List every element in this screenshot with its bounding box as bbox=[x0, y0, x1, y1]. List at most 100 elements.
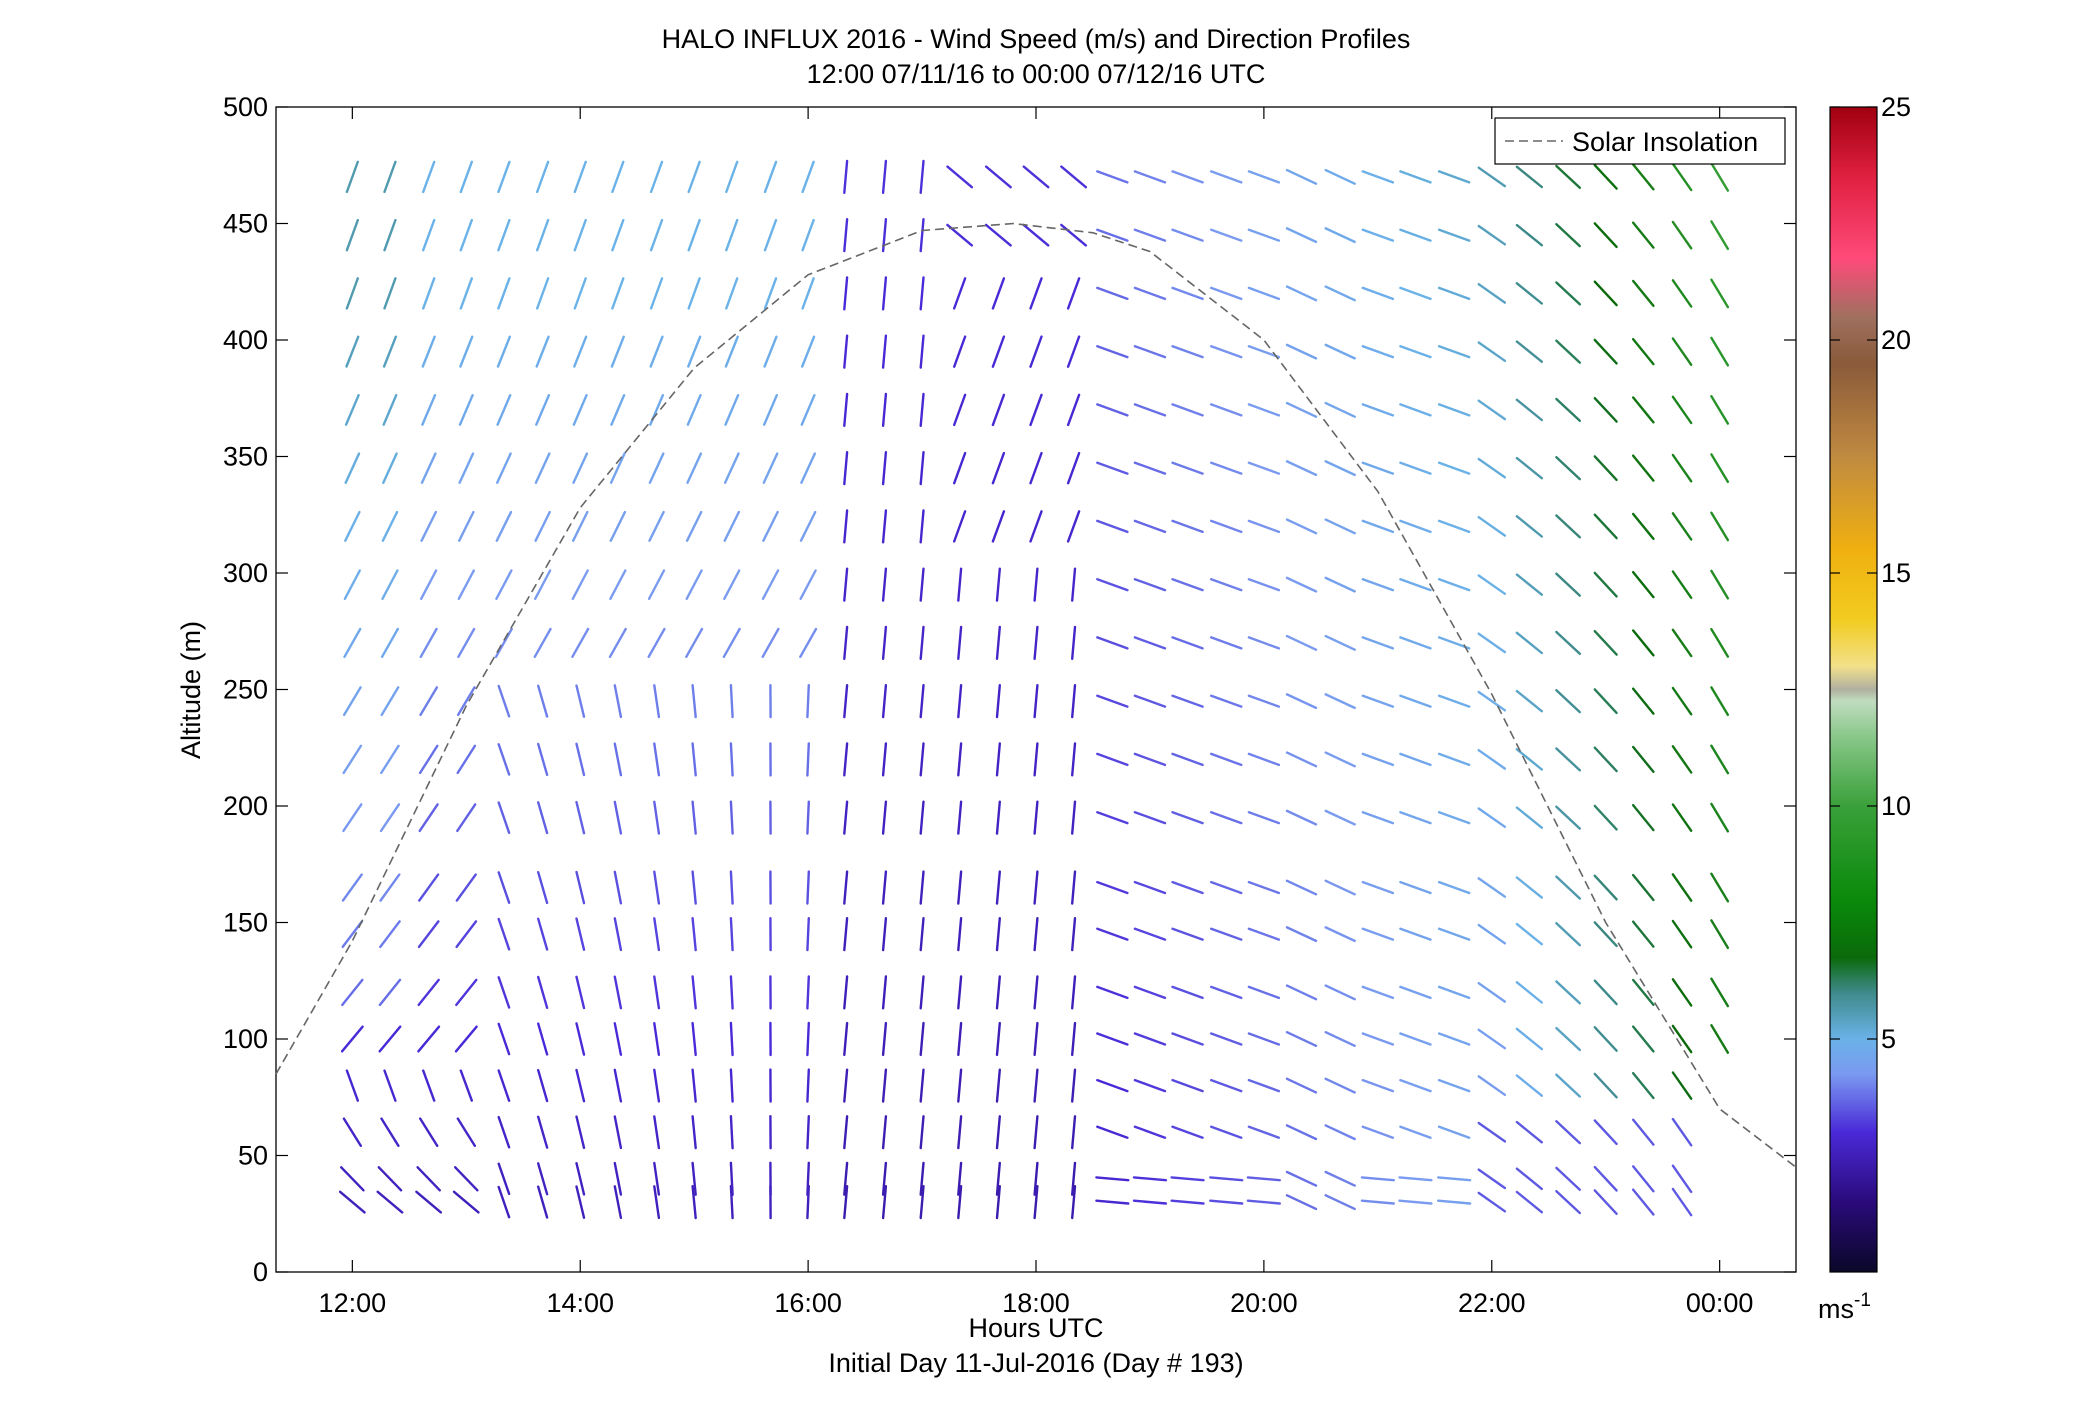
wind-arrow bbox=[653, 684, 661, 719]
wind-arrow bbox=[1066, 451, 1081, 485]
wind-arrow bbox=[575, 1022, 586, 1056]
wind-arrow bbox=[1477, 224, 1507, 246]
wind-arrow bbox=[763, 394, 778, 426]
wind-arrow bbox=[1437, 403, 1471, 417]
wind-arrow bbox=[843, 392, 849, 427]
wind-arrow bbox=[344, 510, 361, 542]
wind-arrow bbox=[919, 800, 925, 835]
wind-arrow bbox=[1437, 286, 1471, 301]
wind-arrow bbox=[1593, 163, 1618, 190]
wind-arrow bbox=[1710, 919, 1730, 950]
wind-arrow bbox=[1096, 1078, 1129, 1093]
wind-arrow bbox=[1133, 1032, 1167, 1046]
wind-arrow bbox=[536, 277, 550, 310]
wind-arrow bbox=[729, 975, 734, 1010]
wind-arrow bbox=[342, 744, 363, 775]
wind-arrow bbox=[1171, 578, 1204, 592]
wind-arrow bbox=[1029, 277, 1043, 310]
wind-arrow bbox=[1324, 984, 1356, 1001]
wind-arrow bbox=[575, 1068, 586, 1103]
wind-arrow bbox=[1247, 636, 1281, 650]
wind-arrow bbox=[497, 917, 511, 951]
wind-arrow bbox=[345, 160, 359, 194]
wind-arrow bbox=[1593, 513, 1618, 540]
wind-arrow bbox=[1096, 1032, 1129, 1046]
wind-arrow bbox=[497, 1115, 511, 1149]
wind-arrow bbox=[419, 1117, 439, 1148]
wind-arrow bbox=[575, 917, 586, 951]
wind-arrow bbox=[342, 803, 363, 833]
wind-arrow bbox=[376, 1190, 404, 1214]
wind-arrow bbox=[1070, 975, 1077, 1010]
wind-arrow bbox=[881, 870, 888, 905]
wind-arrow bbox=[382, 394, 398, 426]
wind-arrow bbox=[1133, 1078, 1167, 1093]
y-tick-label: 250 bbox=[223, 675, 268, 705]
wind-arrow bbox=[1070, 684, 1077, 719]
wind-arrow bbox=[379, 920, 401, 949]
wind-arrow bbox=[1477, 982, 1507, 1003]
wind-arrow bbox=[459, 1069, 473, 1102]
wind-arrow bbox=[383, 160, 397, 194]
wind-arrow bbox=[691, 870, 697, 905]
wind-arrow bbox=[455, 873, 477, 902]
wind-arrow bbox=[1033, 917, 1039, 952]
wind-arrow bbox=[1631, 1118, 1655, 1146]
y-tick-label: 200 bbox=[223, 791, 268, 821]
wind-arrow bbox=[1133, 286, 1167, 301]
wind-arrow bbox=[497, 1185, 511, 1219]
wind-arrow bbox=[420, 510, 437, 542]
wind-arrow bbox=[648, 510, 665, 542]
wind-arrow bbox=[457, 569, 475, 600]
wind-arrow bbox=[729, 1184, 734, 1220]
wind-arrow bbox=[1133, 636, 1167, 650]
wind-arrow bbox=[613, 684, 623, 719]
wind-arrow bbox=[957, 684, 963, 719]
wind-arrow bbox=[1246, 1176, 1282, 1182]
wind-arrow bbox=[1070, 1161, 1077, 1196]
wind-arrow bbox=[1515, 806, 1544, 829]
wind-arrow bbox=[1631, 978, 1655, 1006]
wind-arrow bbox=[1133, 752, 1167, 767]
wind-arrow bbox=[1029, 335, 1043, 368]
wind-arrow bbox=[648, 452, 665, 484]
wind-arrow bbox=[497, 801, 511, 834]
wind-arrow bbox=[653, 1115, 661, 1150]
wind-arrow bbox=[1171, 461, 1204, 475]
wind-arrow bbox=[1555, 1073, 1582, 1098]
wind-arrow bbox=[1133, 519, 1167, 534]
wind-arrow bbox=[687, 335, 702, 368]
wind-arrow bbox=[1399, 461, 1432, 475]
wind-arrow bbox=[995, 1115, 1001, 1150]
wind-arrow bbox=[1710, 977, 1730, 1008]
wind-arrow bbox=[1247, 927, 1281, 941]
wind-arrow bbox=[454, 1025, 478, 1053]
wind-arrow bbox=[881, 1068, 888, 1103]
wind-arrow bbox=[1209, 461, 1243, 475]
wind-arrow bbox=[1033, 742, 1039, 777]
wind-arrow bbox=[1399, 1032, 1432, 1046]
wind-arrow bbox=[535, 335, 550, 368]
wind-arrow bbox=[1555, 1120, 1582, 1145]
wind-arrow bbox=[345, 277, 359, 310]
wind-arrow bbox=[575, 684, 586, 718]
wind-arrow bbox=[380, 744, 400, 775]
wind-arrow bbox=[843, 1115, 849, 1150]
wind-arrow bbox=[1631, 920, 1655, 948]
wind-arrow bbox=[1399, 403, 1432, 417]
wind-arrow bbox=[881, 684, 888, 719]
wind-arrow bbox=[843, 917, 849, 952]
wind-arrow bbox=[1324, 168, 1356, 185]
wind-arrow bbox=[456, 803, 477, 833]
wind-arrow bbox=[613, 870, 623, 905]
wind-arrow bbox=[418, 744, 439, 775]
wind-arrow bbox=[1555, 922, 1582, 947]
wind-arrow bbox=[691, 1161, 697, 1196]
wind-arrow bbox=[687, 277, 701, 310]
wind-arrow bbox=[1133, 228, 1167, 242]
wind-arrow bbox=[806, 742, 810, 777]
wind-arrow bbox=[573, 218, 587, 252]
y-tick-label: 400 bbox=[223, 325, 268, 355]
wind-arrow bbox=[725, 160, 739, 194]
wind-arrow bbox=[1631, 279, 1655, 307]
